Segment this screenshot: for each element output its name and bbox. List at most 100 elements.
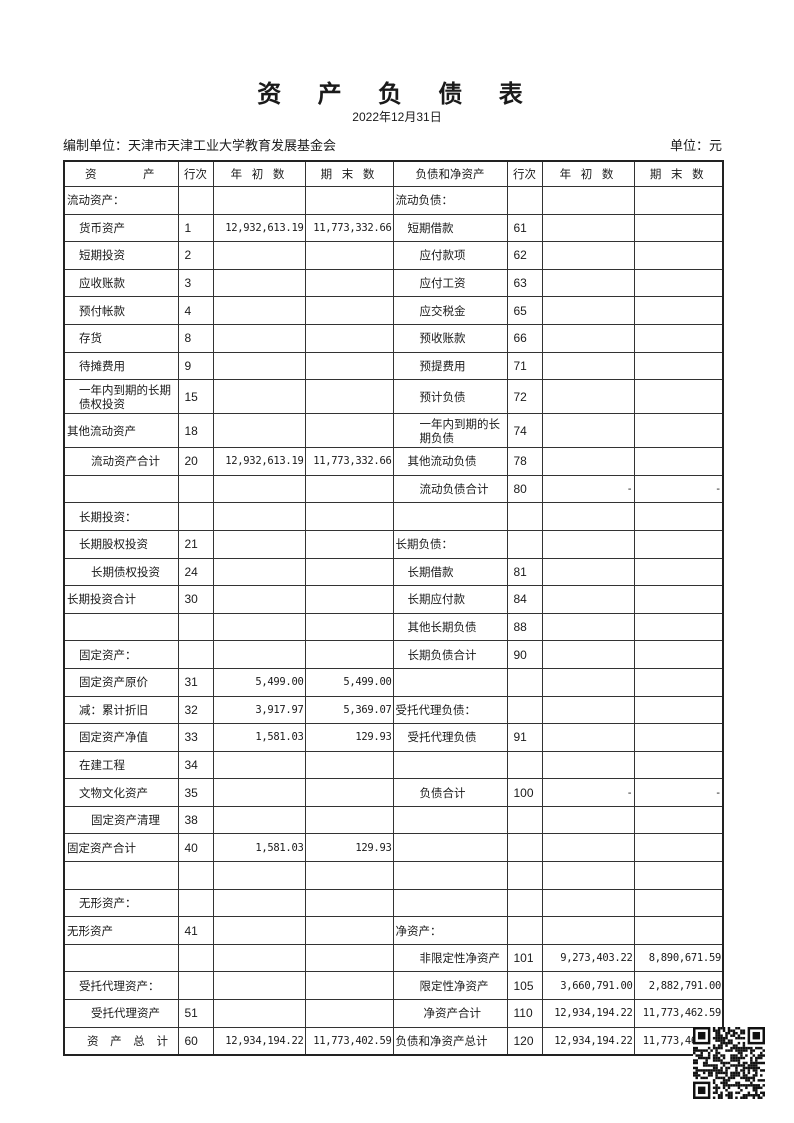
asset-line-cell: 18 <box>177 413 214 449</box>
asset-begin-cell <box>212 186 306 215</box>
liability-begin-cell: - <box>541 474 635 504</box>
asset-label-cell <box>63 943 179 973</box>
asset-end-cell <box>304 296 394 325</box>
liability-end-cell <box>633 805 724 835</box>
liability-begin-cell: 12,934,194.22 <box>541 999 635 1028</box>
asset-end-cell <box>304 413 394 449</box>
liability-line-cell: 74 <box>506 413 543 449</box>
liability-line-cell: 101 <box>506 943 543 973</box>
header-cell: 期 末 数 <box>633 160 724 187</box>
table-row: 待摊费用 9 预提费用 71 <box>63 351 724 381</box>
table-row: 文物文化资产 35 负债合计 100- - <box>63 778 724 807</box>
liability-begin-cell <box>541 379 635 415</box>
liability-begin-cell <box>541 667 635 697</box>
asset-begin-cell <box>212 502 306 531</box>
asset-begin-cell: 12,934,194.22 <box>212 1026 306 1056</box>
table-row: 长期投资合计 30 长期应付款 84 <box>63 585 724 614</box>
asset-begin-cell <box>212 351 306 381</box>
asset-end-cell <box>304 474 394 504</box>
header-cell: 年 初 数 <box>541 160 635 187</box>
asset-line-cell <box>177 474 214 504</box>
asset-label-cell: 固定资产清理 <box>63 805 179 835</box>
qr-code-icon <box>693 1027 765 1099</box>
asset-line-cell: 38 <box>177 805 214 835</box>
liability-end-cell: - <box>633 474 724 504</box>
liability-begin-cell <box>541 502 635 531</box>
liability-end-cell <box>633 667 724 697</box>
liability-label-cell: 净资产合计 <box>392 999 508 1028</box>
liability-end-cell <box>633 186 724 215</box>
liability-label-cell: 受托代理负债 <box>392 723 508 752</box>
liability-label-cell: 受托代理负债： <box>392 695 508 725</box>
liability-begin-cell <box>541 916 635 945</box>
asset-line-cell: 51 <box>177 999 214 1028</box>
asset-begin-cell <box>212 778 306 807</box>
asset-label-cell: 无形资产 <box>63 916 179 945</box>
asset-end-cell <box>304 379 394 415</box>
asset-end-cell <box>304 916 394 945</box>
table-row <box>63 861 724 890</box>
table-row: 受托代理资产： 限定性净资产 105 3,660,791.00 2,882,791.00 <box>63 971 724 1001</box>
table-row: 长期股权投资 21 长期负债： <box>63 529 724 559</box>
header-cell: 年 初 数 <box>212 160 306 187</box>
asset-label-cell: 一年内到期的长期债权投资 <box>63 379 179 415</box>
asset-begin-cell <box>212 750 306 780</box>
liability-label-cell: 长期负债合计 <box>392 640 508 669</box>
liability-end-cell <box>633 695 724 725</box>
asset-label-cell: 受托代理资产： <box>63 971 179 1001</box>
liability-line-cell: 81 <box>506 557 543 587</box>
liability-end-cell <box>633 557 724 587</box>
asset-label-cell: 减：累计折旧 <box>63 695 179 725</box>
asset-end-cell <box>304 888 394 918</box>
liability-line-cell: 80 <box>506 474 543 504</box>
table-row: 固定资产原价 31 5,499.00 5,499.00 <box>63 667 724 697</box>
header-cell: 负债和净资产 <box>392 160 508 187</box>
table-row: 流动资产合计 20 12,932,613.19 11,773,332.66 其他流动负债… <box>63 447 724 476</box>
liability-label-cell: 长期应付款 <box>392 585 508 614</box>
asset-line-cell: 40 <box>177 833 214 863</box>
liability-line-cell: 61 <box>506 213 543 243</box>
liability-line-cell: 72 <box>506 379 543 415</box>
liability-label-cell: 净资产： <box>392 916 508 945</box>
table-row: 货币资产 1 12,932,613.19 11,773,332.66 短期借款 61 <box>63 213 724 243</box>
liability-label-cell: 长期负债： <box>392 529 508 559</box>
asset-line-cell <box>177 861 214 890</box>
asset-line-cell: 9 <box>177 351 214 381</box>
liability-end-cell: 11,773,462.59 <box>633 999 724 1028</box>
liability-end-cell <box>633 833 724 863</box>
asset-begin-cell: 12,932,613.19 <box>212 447 306 476</box>
asset-line-cell: 8 <box>177 323 214 353</box>
liability-label-cell: 流动负债： <box>392 186 508 215</box>
liability-label-cell: 预计负债 <box>392 379 508 415</box>
asset-line-cell: 1 <box>177 213 214 243</box>
asset-begin-cell <box>212 323 306 353</box>
liability-end-cell <box>633 213 724 243</box>
header-cell: 期 末 数 <box>304 160 394 187</box>
asset-line-cell: 32 <box>177 695 214 725</box>
asset-label-cell: 资 产 总 计 <box>63 1026 179 1056</box>
liability-begin-cell <box>541 241 635 270</box>
asset-label-cell: 长期投资： <box>63 502 179 531</box>
header-cell: 行次 <box>506 160 543 187</box>
liability-label-cell: 应交税金 <box>392 296 508 325</box>
liability-label-cell <box>392 833 508 863</box>
asset-line-cell: 34 <box>177 750 214 780</box>
table-row: 固定资产： 长期负债合计 90 <box>63 640 724 669</box>
asset-line-cell: 24 <box>177 557 214 587</box>
table-row: 其他长期负债 88 <box>63 612 724 642</box>
liability-label-cell <box>392 888 508 918</box>
asset-end-cell: 11,773,402.59 <box>304 1026 394 1056</box>
liability-line-cell <box>506 916 543 945</box>
table-row: 应收账款 3 应付工资 63 <box>63 268 724 298</box>
liability-begin-cell <box>541 805 635 835</box>
asset-begin-cell <box>212 943 306 973</box>
asset-label-cell: 待摊费用 <box>63 351 179 381</box>
liability-line-cell <box>506 861 543 890</box>
asset-end-cell <box>304 186 394 215</box>
asset-end-cell <box>304 323 394 353</box>
liability-end-cell <box>633 612 724 642</box>
asset-begin-cell <box>212 971 306 1001</box>
liability-line-cell: 110 <box>506 999 543 1028</box>
asset-begin-cell: 1,581.03 <box>212 723 306 752</box>
table-row: 固定资产净值 33 1,581.03 129.93 受托代理负债 91 <box>63 723 724 752</box>
